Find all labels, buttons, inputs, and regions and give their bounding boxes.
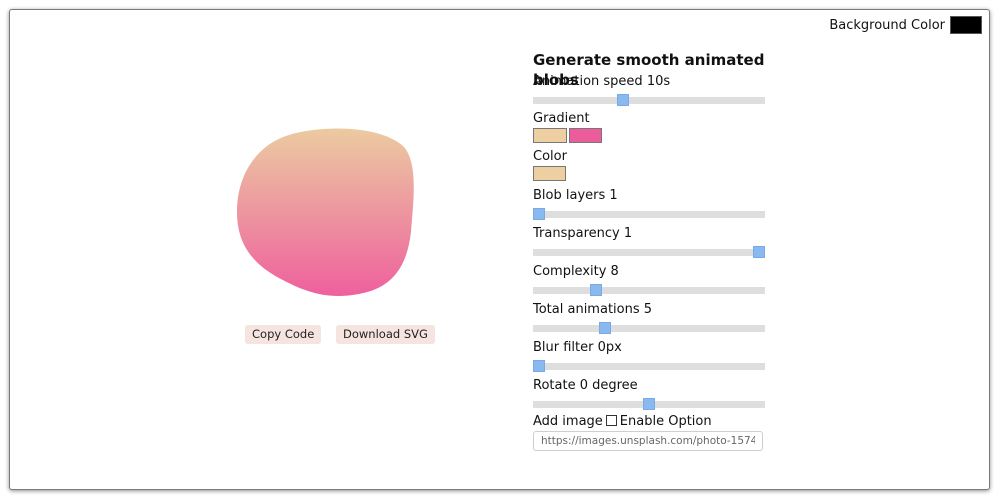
background-color-control: Background Color <box>829 16 982 34</box>
animation-speed-label: Animation speed 10s <box>533 74 671 89</box>
animation-speed-thumb[interactable] <box>616 94 629 106</box>
color-picker[interactable] <box>533 166 566 181</box>
enable-option-checkbox[interactable] <box>605 415 617 426</box>
gradient-color-2-picker[interactable] <box>569 128 602 143</box>
complexity-slider[interactable] <box>533 284 765 296</box>
blur-filter-slider[interactable] <box>533 360 765 372</box>
complexity-thumb[interactable] <box>590 284 603 296</box>
total-animations-slider[interactable] <box>533 322 765 334</box>
rotate-slider[interactable] <box>533 398 765 410</box>
control-panel: Generate smooth animated blobs <box>533 50 768 89</box>
enable-option-label: Enable Option <box>619 414 712 429</box>
gradient-label: Gradient <box>533 111 590 126</box>
transparency-thumb[interactable] <box>753 246 765 258</box>
blob-layers-slider[interactable] <box>533 208 765 220</box>
animation-speed-slider[interactable] <box>533 94 765 106</box>
blob-layers-thumb[interactable] <box>533 208 545 220</box>
complexity-label: Complexity 8 <box>533 264 619 279</box>
transparency-slider[interactable] <box>533 246 765 258</box>
blur-filter-thumb[interactable] <box>533 360 545 372</box>
rotate-label: Rotate 0 degree <box>533 378 638 393</box>
color-label: Color <box>533 149 567 164</box>
blur-filter-label: Blur filter 0px <box>533 340 622 355</box>
copy-code-button[interactable]: Copy Code <box>245 325 322 344</box>
transparency-label: Transparency 1 <box>533 226 633 241</box>
app-frame <box>9 9 990 490</box>
panel-title: Generate smooth animated blobs <box>533 51 765 89</box>
blob-preview <box>235 128 417 298</box>
image-url-input[interactable] <box>533 431 763 451</box>
total-animations-thumb[interactable] <box>599 322 611 334</box>
gradient-color-1-picker[interactable] <box>533 128 567 143</box>
background-color-swatch[interactable] <box>950 16 982 34</box>
blob-layers-label: Blob layers 1 <box>533 188 618 203</box>
rotate-thumb[interactable] <box>643 398 655 410</box>
background-color-label: Background Color <box>829 17 945 33</box>
add-image-row: Add image Enable Option <box>533 414 712 429</box>
total-animations-label: Total animations 5 <box>533 302 653 317</box>
blob-shape <box>237 128 414 297</box>
add-image-label: Add image <box>533 414 603 429</box>
download-svg-button[interactable]: Download SVG <box>336 325 435 344</box>
